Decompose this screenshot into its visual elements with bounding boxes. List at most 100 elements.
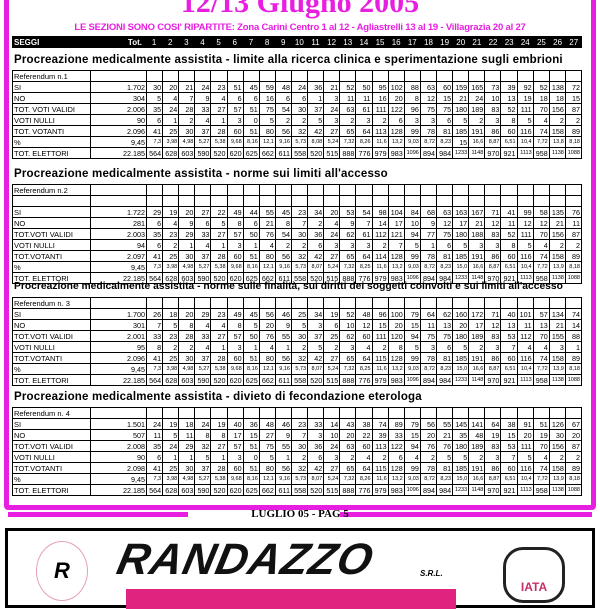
seggio-value: 2 [564, 451, 583, 463]
seggio-value: 12,1 [258, 473, 276, 485]
row-label: TOT. ELETTORI [12, 374, 91, 386]
seggio-value: 5,38 [210, 136, 228, 148]
seggio-value: 4 [532, 114, 550, 126]
seggio-value: 20 [339, 429, 357, 441]
seggio-value: 6 [323, 319, 341, 331]
seggio-value: 37 [194, 125, 212, 137]
seggio-value: 3 [339, 341, 357, 353]
seggio-value: 113 [371, 125, 389, 137]
seggio-value: 15 [403, 319, 421, 331]
seggio-value: 60 [500, 352, 518, 364]
seggio-value: 8 [500, 114, 518, 126]
seggio-value: 191 [468, 352, 486, 364]
seggio-value: 83 [484, 228, 502, 240]
seggio-value: 55 [274, 440, 292, 452]
table-row: SI 1.722 29 19 20 27 22 49 44 55 45 23 34 20 53 54 98 104… [12, 206, 583, 218]
seggio-value: 1096 [403, 147, 421, 159]
seggio-value: 57 [226, 103, 244, 115]
seggio-value: 54 [274, 228, 292, 240]
seggio-value: 1148 [468, 374, 486, 386]
seggio-value: 86 [484, 352, 502, 364]
empty-cell [323, 184, 341, 196]
empty-cell [403, 195, 421, 207]
seggio-number: 3 [184, 37, 189, 47]
empty-cell [387, 184, 405, 196]
seggio-value: 8 [387, 341, 405, 353]
seggio-value: 5,27 [194, 363, 212, 375]
seggio-value: 48 [258, 418, 276, 430]
seggio-value: 12,1 [258, 261, 276, 273]
seggio-value: 37 [194, 250, 212, 262]
row-total: 2.098 [90, 462, 147, 474]
seggio-value: 9,16 [274, 261, 292, 273]
empty-cell [162, 407, 180, 419]
table-row: NO 281 6 4 9 6 5 8 6 21 8 7 2 4 9 7 14 17 10 9 12 17 21 12 11 12 1… [12, 217, 583, 229]
seggio-value: 6 [145, 239, 164, 251]
seggio-value: 48 [468, 429, 486, 441]
seggio-value: 520 [307, 147, 325, 159]
seggio-value: 189 [468, 440, 486, 452]
seggio-value: 1 [274, 451, 292, 463]
row-label: SI [12, 308, 91, 320]
empty-cell [371, 195, 389, 207]
seggio-value: 64 [419, 308, 437, 320]
seggio-value: 979 [371, 147, 389, 159]
row-label: TOT.VOTANTI [12, 250, 91, 262]
seggio-value: 8,16 [242, 261, 260, 273]
referendum-table: Referendum n.1 SI 1.702 30 20 21 24 23 51 45 59 48 2… [12, 70, 583, 159]
seggio-value: 4 [210, 92, 228, 104]
seggio-value: 958 [532, 484, 550, 496]
empty-cell [145, 184, 164, 196]
row-total: 94 [90, 239, 147, 251]
empty-cell [403, 297, 421, 309]
page-title: 12/13 Giugno 2005 [180, 0, 420, 19]
seggio-value: 58 [532, 206, 550, 218]
seggio-number: 23 [504, 37, 514, 47]
seggio-value: 33 [194, 330, 212, 342]
seggio-value: 83 [484, 330, 502, 342]
seggio-value: 99 [403, 462, 421, 474]
seggio-value: 10,4 [516, 261, 534, 273]
seggio-value: 23 [290, 418, 309, 430]
seggio-value: 1096 [403, 374, 421, 386]
seggio-value: 28 [210, 125, 228, 137]
seggio-value: 9 [419, 217, 437, 229]
empty-cell [468, 407, 486, 419]
empty-cell [484, 297, 502, 309]
seggio-value: 12 [516, 217, 534, 229]
seggio-number: 19 [440, 37, 450, 47]
seggio-value: 8,72 [419, 136, 437, 148]
seggio-value: 28 [210, 352, 228, 364]
empty-cell [371, 70, 389, 82]
seggio-number: 8 [264, 37, 270, 47]
seggio-value: 8,87 [484, 473, 502, 485]
seggio-value: 37 [307, 103, 325, 115]
seggio-value: 5 [403, 341, 421, 353]
seggio-value: 91 [516, 418, 534, 430]
empty-cell [403, 184, 421, 196]
seggio-number: 22 [488, 37, 498, 47]
seggio-value: 2 [290, 341, 309, 353]
row-total: 2.096 [90, 352, 147, 364]
seggio-value: 5 [452, 114, 470, 126]
row-total: 301 [90, 319, 147, 331]
referendum-table: Referendum n. 3 SI 1.700 26 18 20 29 23 49 45 56 46… [12, 297, 583, 386]
seggio-value: 10,4 [516, 473, 534, 485]
row-label: TOT. VOTANTI [12, 125, 91, 137]
row-total: 2.006 [90, 103, 147, 115]
seggio-number: 15 [375, 37, 385, 47]
seggio-value: 55 [435, 418, 454, 430]
table-row: % 9,45 7,3 3,98 4,98 5,27 5,38 9,68 8,16 12,1 9,16… [12, 261, 583, 273]
empty-cell [323, 195, 341, 207]
seggio-value: 15 [500, 429, 518, 441]
seggio-value: 5 [516, 239, 534, 251]
seggio-value: 13,2 [387, 363, 405, 375]
seggio-value: 7,3 [145, 363, 164, 375]
seggio-value: 122 [387, 440, 405, 452]
seggio-value: 6 [226, 92, 244, 104]
seggio-value: 8,72 [419, 363, 437, 375]
seggio-value: 87 [564, 440, 583, 452]
seggio-value: 36 [307, 81, 325, 93]
seggio-value: 74 [371, 418, 389, 430]
seggio-value: 23 [162, 330, 180, 342]
